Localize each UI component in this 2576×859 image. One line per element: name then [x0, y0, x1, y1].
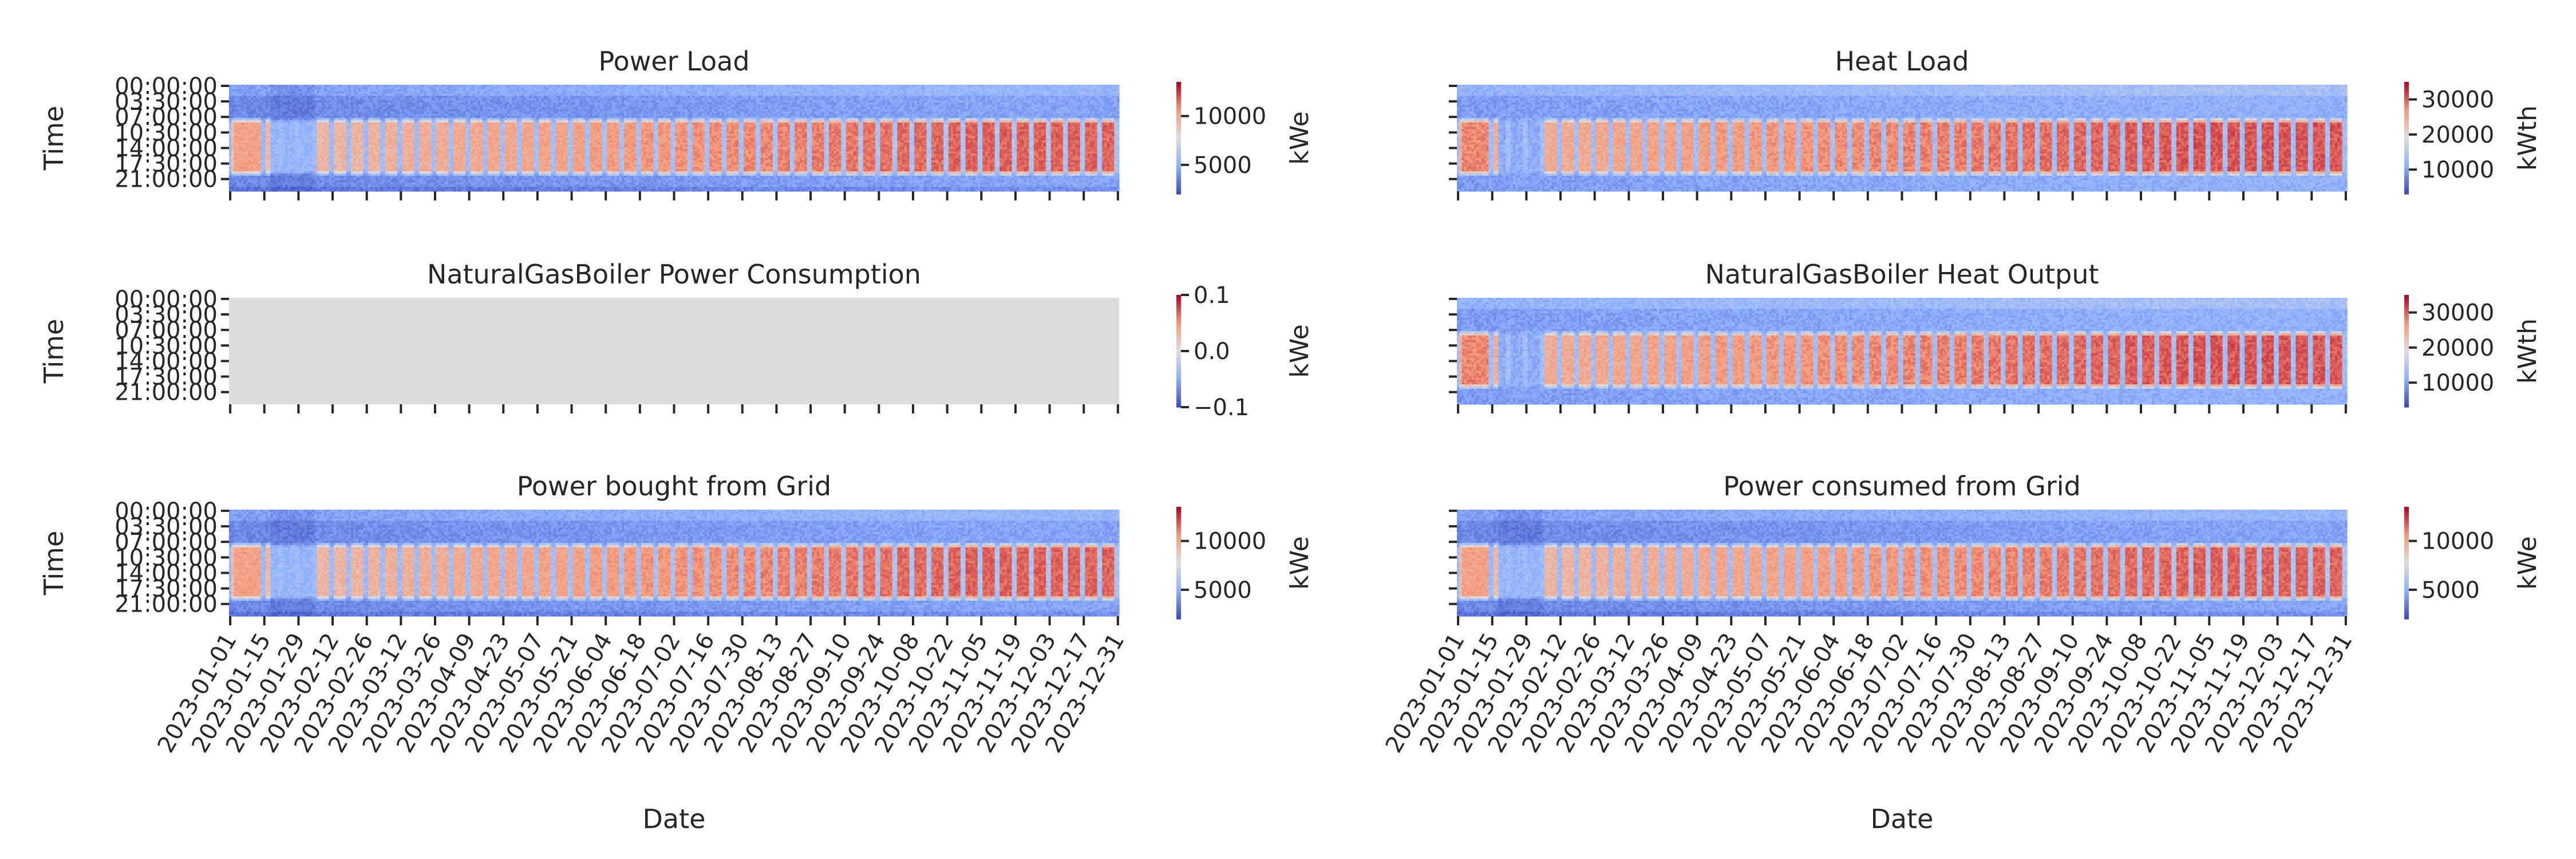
colorbar-tick-label: 30000 — [2421, 87, 2494, 113]
heatmap-panel-3: NaturalGasBoiler Power Consumption 00:00:… — [38, 259, 1314, 421]
panel-title: Power Load — [598, 46, 749, 77]
y-tick-label: 21:00:00 — [114, 592, 218, 618]
colorbar: 5000 10000 kWe — [2404, 507, 2542, 620]
panel-title: Power bought from Grid — [517, 471, 831, 502]
y-axis — [1449, 86, 1457, 179]
x-axis — [230, 404, 1118, 413]
x-axis: 2023-01-012023-01-152023-01-292023-02-12… — [153, 616, 1130, 757]
colorbar-tick-label: 20000 — [2421, 122, 2494, 148]
y-axis — [1449, 511, 1457, 604]
y-axis — [1449, 299, 1457, 392]
colorbar: 10000 20000 30000 kWth — [2404, 82, 2542, 195]
heatmap-panel-1: Power Load 00:00:0003:30:0007:00:0010:30:… — [38, 46, 1314, 200]
colorbar-tick-label: 10000 — [2421, 529, 2494, 555]
x-axis-label: Date — [1871, 803, 1934, 834]
colorbar-tick-label: 0.0 — [1194, 338, 1230, 365]
colorbar-unit-label: kWe — [1285, 324, 1314, 377]
colorbar-unit-label: kWe — [1285, 111, 1314, 164]
colorbar-unit-label: kWe — [1285, 536, 1314, 589]
y-axis-label: Time — [38, 531, 69, 596]
heatmap-cells — [1457, 298, 2348, 405]
heatmap-nodata-area — [229, 298, 1119, 404]
x-axis-label: Date — [643, 803, 706, 834]
colorbar-unit-label: kWth — [2513, 318, 2542, 384]
heatmap-cells — [1457, 85, 2348, 192]
heatmap-panel-6: Power consumed from Grid 2023-01-012023-0… — [1381, 471, 2542, 834]
colorbar-tick-label: 10000 — [2421, 370, 2494, 396]
colorbar-unit-label: kWe — [2513, 536, 2542, 589]
colorbar-unit-label: kWth — [2513, 105, 2542, 171]
heatmap-cells — [229, 510, 1120, 617]
colorbar-tick-label: 5000 — [1194, 577, 1252, 604]
colorbar-tick-label: 5000 — [1194, 152, 1252, 179]
y-axis: 00:00:0003:30:0007:00:0010:30:0014:00:00… — [114, 498, 229, 618]
heatmap-cells — [1457, 510, 2348, 617]
y-tick-label: 21:00:00 — [114, 167, 218, 193]
panel-title: NaturalGasBoiler Power Consumption — [427, 259, 921, 290]
colorbar-tick-label: 0.1 — [1194, 282, 1230, 309]
heatmap-panel-5: Power bought from Grid 00:00:0003:30:0007… — [38, 471, 1314, 834]
colorbar-tick-label: −0.1 — [1194, 395, 1249, 421]
heatmap-cells — [229, 298, 1119, 404]
panel-title: Heat Load — [1835, 46, 1969, 77]
y-axis-label: Time — [38, 319, 69, 384]
colorbar-tick-label: 10000 — [1194, 529, 1266, 555]
x-axis — [1458, 191, 2346, 200]
colorbar: 5000 10000 kWe — [1176, 82, 1314, 195]
colorbar: 5000 10000 kWe — [1176, 507, 1314, 620]
heatmap-panel-2: Heat Load 10000 20000 30000 kWth — [1449, 46, 2542, 200]
panel-title: Power consumed from Grid — [1723, 471, 2081, 502]
y-tick-label: 21:00:00 — [114, 380, 218, 406]
heatmap-cells — [229, 85, 1120, 192]
colorbar-tick-label: 20000 — [2421, 335, 2494, 361]
colorbar: 10000 20000 30000 kWth — [2404, 295, 2542, 408]
colorbar: −0.1 0.0 0.1 kWe — [1176, 282, 1314, 421]
heatmap-panel-4: NaturalGasBoiler Heat Output 10000 20000 30… — [1449, 259, 2542, 413]
x-axis: 2023-01-012023-01-152023-01-292023-02-12… — [1381, 616, 2358, 757]
y-axis: 00:00:0003:30:0007:00:0010:30:0014:00:00… — [114, 73, 229, 193]
colorbar-tick-label: 10000 — [1194, 104, 1266, 130]
colorbar-tick-label: 30000 — [2421, 300, 2494, 326]
y-axis: 00:00:0003:30:0007:00:0010:30:0014:00:00… — [114, 286, 229, 406]
colorbar-tick-label: 10000 — [2421, 157, 2494, 183]
colorbar-tick-label: 5000 — [2421, 577, 2480, 604]
panel-title: NaturalGasBoiler Heat Output — [1705, 259, 2099, 290]
y-axis-label: Time — [38, 106, 69, 171]
x-axis — [1458, 404, 2346, 413]
x-axis — [230, 191, 1118, 200]
